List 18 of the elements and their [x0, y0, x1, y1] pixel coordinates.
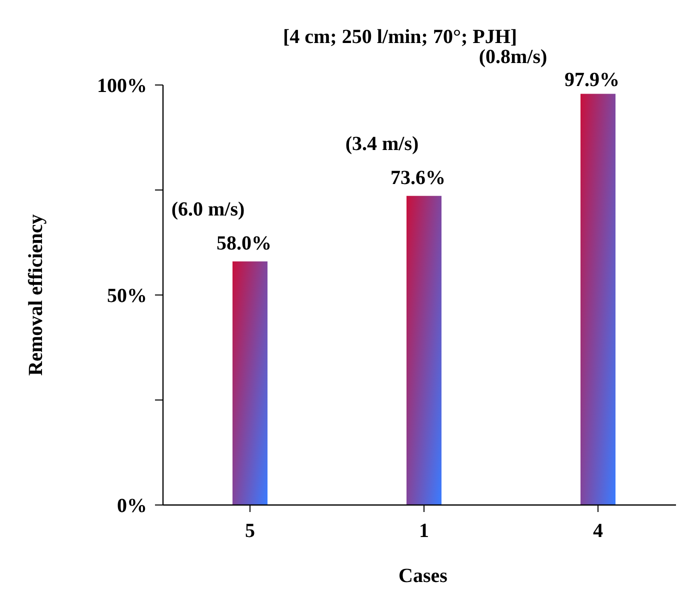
x-tick-label: 4: [593, 520, 603, 542]
annotation: (3.4 m/s): [345, 132, 419, 155]
y-tick-label: 100%: [97, 75, 147, 97]
x-tick-label: 5: [245, 520, 255, 542]
y-tick-label: 0%: [117, 495, 147, 517]
data-label: 73.6%: [390, 166, 446, 189]
data-label: 97.9%: [564, 68, 620, 91]
bar: [406, 196, 442, 505]
x-tick-label: 1: [419, 520, 429, 542]
annotation: (0.8m/s): [478, 46, 548, 68]
chart-title: [4 cm; 250 l/min; 70°; PJH]: [282, 26, 518, 48]
bar: [232, 261, 268, 505]
annotation: (6.0 m/s): [171, 198, 245, 220]
x-axis-title: Cases: [398, 565, 448, 587]
bar: [580, 94, 616, 505]
y-axis-title: Removal efficiency: [25, 214, 47, 376]
y-tick-label: 50%: [107, 285, 147, 307]
data-label: 58.0%: [216, 232, 272, 254]
